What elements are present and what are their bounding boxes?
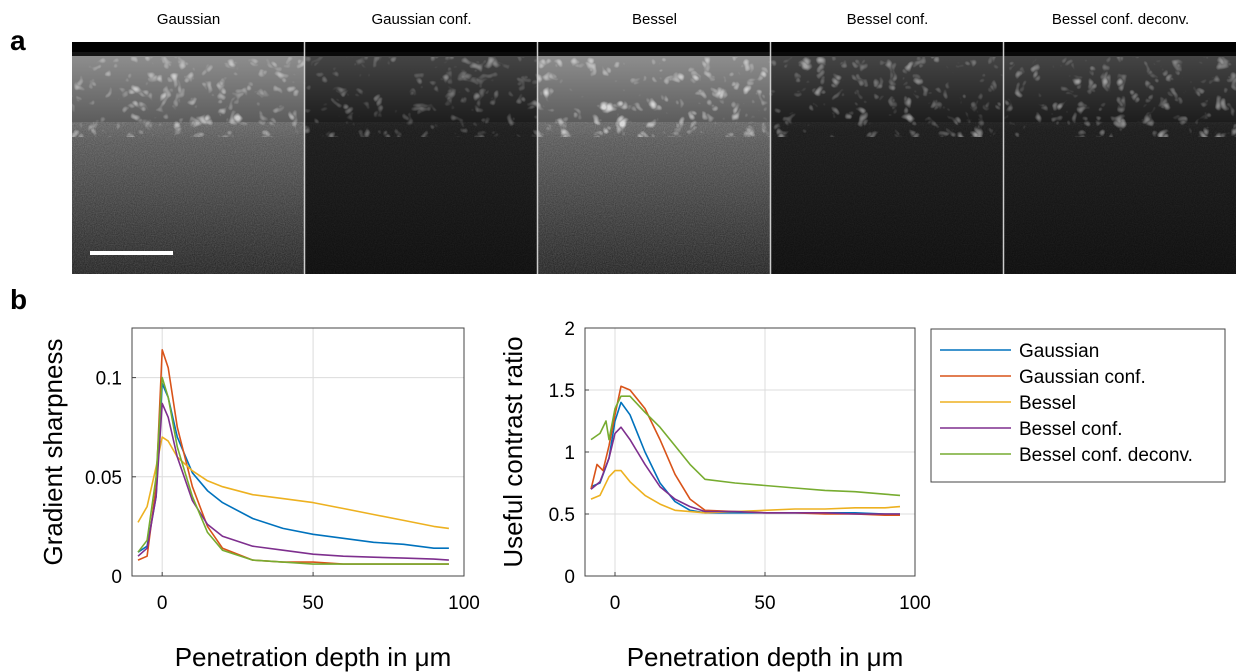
sharpness-frame	[131, 327, 465, 577]
contrast-ytick-label-0: 0	[564, 567, 575, 588]
contrast-series-2-line	[590, 385, 900, 516]
legend-label-4: Bessel conf.	[1019, 419, 1123, 440]
contrast-xaxis-label: Penetration depth in μm	[627, 642, 904, 672]
sharpness-series-5-line	[137, 376, 449, 565]
sharpness-xaxis-label: Penetration depth in μm	[175, 642, 452, 672]
sharpness-xtick-label-0: 0	[157, 593, 168, 614]
contrast-series-5-line	[590, 395, 901, 497]
legend: Gaussian Gaussian conf. Bessel Bessel conf.…	[930, 328, 1226, 483]
image-panel-1: Gaussian	[72, 11, 304, 274]
sharpness-ytick-label-0: 0	[111, 567, 122, 588]
contrast-ytick-label-4: 2	[564, 319, 575, 340]
image-title-5: Bessel conf. deconv.	[1052, 11, 1189, 28]
contrast-xtick-label-2: 100	[899, 593, 931, 614]
image-panel-5: Bessel conf. deconv.	[1002, 11, 1236, 274]
legend-label-2: Gaussian conf.	[1019, 367, 1146, 388]
image-panel-4: Bessel conf.	[769, 11, 1003, 274]
sharpness-series-3-line	[137, 436, 450, 530]
contrast-ytick-label-2: 1	[564, 443, 575, 464]
sharpness-xtick-label-1: 50	[303, 593, 324, 614]
microscopy-image-strip: Gaussian Gaussian conf. Bessel Bessel conf.…	[72, 11, 1236, 274]
panel-b-label: b	[10, 284, 27, 315]
legend-box	[930, 328, 1226, 483]
legend-label-1: Gaussian	[1019, 341, 1099, 362]
contrast-xtick-label-1: 50	[754, 593, 775, 614]
sharpness-xtick-label-2: 100	[448, 593, 480, 614]
contrast-yaxis-label: Useful contrast ratio	[498, 336, 528, 567]
panel-a-label: a	[10, 25, 26, 56]
image-panel-3: Bessel	[536, 11, 770, 274]
sharpness-plot-area	[132, 328, 464, 576]
image-title-4: Bessel conf.	[847, 11, 929, 28]
sharpness-series-4-line	[137, 402, 449, 561]
image-title-3: Bessel	[632, 11, 677, 28]
gradient-sharpness-plot: 0 50 100 0 0.05 0.1 Penetration depth in μm Gra…	[38, 327, 480, 672]
contrast-series-3-line	[590, 469, 901, 514]
legend-label-3: Bessel	[1019, 393, 1076, 414]
sharpness-yaxis-label: Gradient sharpness	[38, 339, 68, 566]
contrast-ytick-label-3: 1.5	[549, 381, 575, 402]
contrast-series-4-line	[590, 426, 900, 515]
image-title-2: Gaussian conf.	[371, 11, 471, 28]
sharpness-ytick-label-1: 0.05	[85, 468, 122, 489]
sharpness-ytick-label-2: 0.1	[96, 369, 122, 390]
useful-contrast-plot: 0 50 100 0 0.5 1 1.5 2 Penetration depth in μm Us…	[498, 319, 931, 672]
image-title-1: Gaussian	[157, 11, 220, 28]
image-panel-2: Gaussian conf.	[303, 11, 537, 274]
contrast-xtick-label-0: 0	[610, 593, 621, 614]
legend-label-5: Bessel conf. deconv.	[1019, 445, 1193, 466]
contrast-ytick-label-1: 0.5	[549, 505, 575, 526]
